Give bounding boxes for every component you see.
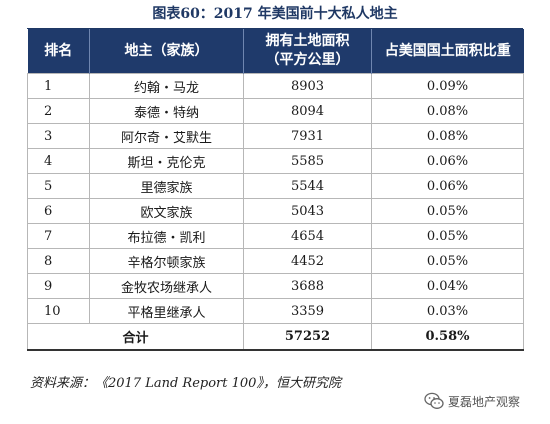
source-note: 资料来源：《2017 Land Report 100》，恒大研究院 [30,376,341,391]
cell-owner: 平格里继承人 [89,298,244,324]
header-owner: 地主（家族） [89,29,244,74]
cell-rank: 3 [27,123,90,149]
table-row: 6 欧文家族 5043 0.05% [27,198,524,224]
cell-share: 0.06% [371,148,524,174]
landowners-table: 排名 地主（家族） 拥有土地面积 （平方公里） 占美国国土面积比重 1 约翰・马龙… [27,29,524,351]
cell-area: 8903 [243,73,372,99]
chart-title: 图表60：2017 年美国前十大私人地主 [152,6,398,22]
title-divider [27,28,523,29]
total-share: 0.58% [371,323,524,351]
cell-share: 0.09% [371,73,524,99]
table-row: 7 布拉德・凯利 4654 0.05% [27,223,524,249]
cell-area: 5585 [243,148,372,174]
cell-owner: 辛格尔顿家族 [89,248,244,274]
table-row: 9 金牧农场继承人 3688 0.04% [27,273,524,299]
cell-share: 0.03% [371,298,524,324]
total-area: 57252 [243,323,372,351]
cell-share: 0.04% [371,273,524,299]
cell-area: 3359 [243,298,372,324]
table-row: 3 阿尔奇・艾默生 7931 0.08% [27,123,524,149]
cell-rank: 6 [27,198,90,224]
cell-owner: 金牧农场继承人 [89,273,244,299]
table-header-row: 排名 地主（家族） 拥有土地面积 （平方公里） 占美国国土面积比重 [27,29,524,74]
table-row: 5 里德家族 5544 0.06% [27,173,524,199]
wechat-icon [424,392,444,409]
cell-share: 0.06% [371,173,524,199]
table-row: 8 辛格尔顿家族 4452 0.05% [27,248,524,274]
cell-share: 0.08% [371,98,524,124]
cell-owner: 欧文家族 [89,198,244,224]
table-row: 4 斯坦・克伦克 5585 0.06% [27,148,524,174]
cell-share: 0.05% [371,248,524,274]
cell-owner: 里德家族 [89,173,244,199]
cell-owner: 斯坦・克伦克 [89,148,244,174]
header-area: 拥有土地面积 （平方公里） [243,29,372,74]
cell-area: 4452 [243,248,372,274]
cell-area: 4654 [243,223,372,249]
cell-owner: 阿尔奇・艾默生 [89,123,244,149]
total-row: 合计 57252 0.58% [27,323,524,351]
cell-rank: 7 [27,223,90,249]
cell-owner: 约翰・马龙 [89,73,244,99]
cell-share: 0.05% [371,223,524,249]
cell-rank: 9 [27,273,90,299]
cell-rank: 5 [27,173,90,199]
cell-share: 0.05% [371,198,524,224]
cell-area: 5544 [243,173,372,199]
cell-owner: 布拉德・凯利 [89,223,244,249]
header-share: 占美国国土面积比重 [371,29,524,74]
header-rank: 排名 [27,29,90,74]
cell-rank: 2 [27,98,90,124]
cell-owner: 泰德・特纳 [89,98,244,124]
table-row: 2 泰德・特纳 8094 0.08% [27,98,524,124]
watermark-text: 夏磊地产观察 [448,394,521,409]
cell-rank: 1 [27,73,90,99]
cell-rank: 10 [27,298,90,324]
header-area-line1: 拥有土地面积 [265,33,350,49]
table-row: 10 平格里继承人 3359 0.03% [27,298,524,324]
table-row: 1 约翰・马龙 8903 0.09% [27,73,524,99]
total-label: 合计 [27,323,244,351]
watermark: 夏磊地产观察 [424,390,520,412]
cell-area: 7931 [243,123,372,149]
cell-rank: 4 [27,148,90,174]
cell-area: 5043 [243,198,372,224]
cell-area: 3688 [243,273,372,299]
header-area-line2: （平方公里） [265,52,350,68]
cell-area: 8094 [243,98,372,124]
cell-share: 0.08% [371,123,524,149]
cell-rank: 8 [27,248,90,274]
